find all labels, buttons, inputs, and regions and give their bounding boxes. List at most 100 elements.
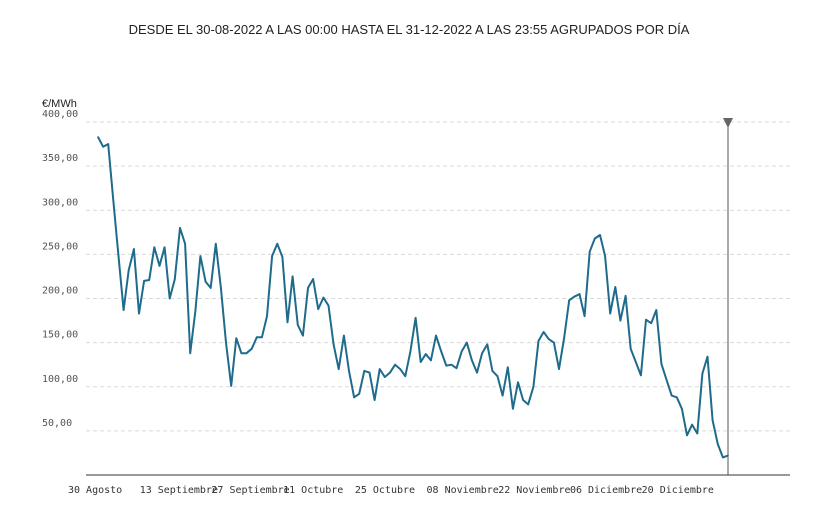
series-point <box>635 361 637 363</box>
series-point <box>542 331 545 333</box>
series-point <box>138 312 140 315</box>
series-point <box>327 304 330 307</box>
series-point <box>640 374 642 377</box>
series-point <box>645 318 647 321</box>
series-point <box>133 248 135 250</box>
series-point <box>148 279 150 281</box>
series-point <box>184 243 186 245</box>
series-point <box>261 336 263 339</box>
series-point <box>701 372 704 375</box>
series-point <box>471 359 473 362</box>
series-point <box>604 255 606 257</box>
series-point <box>681 408 683 410</box>
series-point <box>143 280 145 282</box>
x-tick-label: 30 Agosto <box>68 485 122 496</box>
series-point <box>558 368 560 370</box>
series-point <box>491 370 494 372</box>
series-point <box>717 443 719 445</box>
series-point <box>368 371 371 374</box>
series-point <box>594 237 596 240</box>
series-point <box>348 370 350 372</box>
series-point <box>507 366 509 369</box>
series-point <box>163 246 166 249</box>
x-tick-label: 11 Octubre <box>283 485 343 496</box>
series-point <box>722 456 724 459</box>
x-tick-label: 08 Noviembre <box>427 485 499 496</box>
series-point <box>389 371 391 374</box>
series-point <box>122 309 125 311</box>
series-point <box>670 394 673 397</box>
cursor-marker-icon[interactable] <box>723 118 733 128</box>
series-point <box>440 350 443 353</box>
chart-title: DESDE EL 30-08-2022 A LAS 00:00 HASTA EL… <box>128 22 690 37</box>
series-point <box>235 337 238 340</box>
series-point <box>522 399 524 401</box>
series-point <box>655 309 658 311</box>
series-point <box>419 361 422 363</box>
x-tick-label: 22 Noviembre <box>498 485 570 496</box>
x-tick-label: 13 Septiembre <box>140 485 218 496</box>
series-point <box>215 243 217 245</box>
y-tick-label: 50,00 <box>42 418 72 429</box>
series-point <box>373 399 376 401</box>
series-point <box>404 375 407 378</box>
series-point <box>547 338 550 340</box>
y-axis-ticks: 50,00 100,00 150,00 200,00 250,00 300,00 350,0… <box>42 109 78 429</box>
series-point <box>532 386 535 388</box>
series-point <box>578 293 581 295</box>
series-point <box>553 341 555 344</box>
series-point <box>665 378 668 381</box>
series-point <box>614 286 617 288</box>
series-point <box>599 234 601 236</box>
series-point <box>312 278 314 280</box>
series-point <box>573 295 576 298</box>
series-point <box>127 269 130 272</box>
series-point <box>476 371 478 374</box>
series-point <box>353 396 355 399</box>
series-point <box>486 343 489 346</box>
series-points <box>97 136 729 459</box>
series-point <box>650 322 652 325</box>
y-tick-label: 150,00 <box>42 330 78 341</box>
series-point <box>302 334 304 337</box>
series-point <box>220 287 222 289</box>
series-point <box>271 255 273 257</box>
series-point <box>250 348 253 350</box>
series-point <box>317 308 320 310</box>
series-point <box>337 368 340 370</box>
series-point <box>276 243 279 245</box>
series-point <box>384 376 386 378</box>
series-point <box>537 340 540 342</box>
series-point <box>696 432 699 435</box>
series-point <box>568 299 570 302</box>
series-point <box>209 287 212 289</box>
series-point <box>563 337 565 340</box>
series-point <box>255 336 258 339</box>
series-point <box>629 348 632 350</box>
series-point <box>501 394 504 397</box>
series-point <box>450 363 453 366</box>
series-point <box>430 359 432 362</box>
series-point <box>619 319 622 322</box>
series-point <box>230 385 232 387</box>
series-point <box>266 315 268 317</box>
series-point <box>332 343 335 346</box>
series-point <box>307 287 309 289</box>
series-point <box>394 363 396 366</box>
series-point <box>409 350 412 353</box>
y-axis-unit-label: €/MWh <box>42 98 77 110</box>
series-point <box>583 315 586 317</box>
series-point <box>189 352 191 355</box>
series-point <box>609 312 611 315</box>
series-point <box>107 143 109 145</box>
series-point <box>588 250 591 253</box>
x-tick-label: 20 Diciembre <box>642 485 714 496</box>
series-point <box>527 403 529 406</box>
series-point <box>686 434 688 437</box>
x-tick-label: 27 Septiembre <box>211 485 289 496</box>
series-point <box>286 321 289 324</box>
grid-lines <box>86 121 790 432</box>
price-series-line <box>97 136 729 459</box>
series-point <box>281 256 284 258</box>
